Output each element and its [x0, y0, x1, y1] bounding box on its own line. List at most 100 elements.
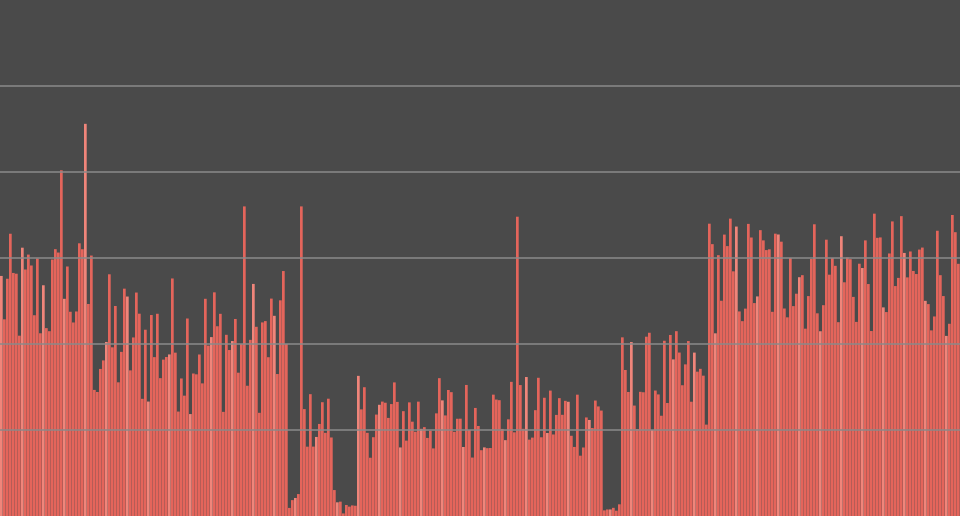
bar [564, 400, 567, 516]
bar [165, 357, 168, 516]
bar [249, 339, 252, 516]
bar [369, 457, 372, 516]
bar [438, 378, 441, 516]
bar [543, 397, 546, 516]
bar [753, 303, 756, 516]
bar [243, 206, 246, 516]
bar [681, 385, 684, 516]
bar [252, 283, 255, 516]
bar [471, 457, 474, 516]
bar [180, 378, 183, 516]
bar [81, 249, 84, 516]
bar [333, 490, 336, 516]
bar [546, 433, 549, 516]
bar [741, 321, 744, 516]
bar [147, 401, 150, 516]
bar [846, 257, 849, 516]
bar [120, 351, 123, 516]
bar [945, 335, 948, 516]
bar [912, 270, 915, 516]
bar [213, 292, 216, 516]
bar [666, 403, 669, 516]
bar [909, 251, 912, 516]
bar [669, 334, 672, 516]
bar [633, 405, 636, 516]
bar [675, 331, 678, 516]
bar [39, 333, 42, 516]
bar [522, 428, 525, 516]
bar [924, 300, 927, 516]
bar [78, 243, 81, 516]
bar [708, 223, 711, 516]
bar [690, 401, 693, 516]
bar [786, 317, 789, 516]
bar [489, 448, 492, 516]
bar [825, 239, 828, 516]
bar [111, 347, 114, 516]
bar [270, 298, 273, 516]
bar [390, 404, 393, 516]
bar [756, 296, 759, 516]
bar [72, 322, 75, 516]
bar [144, 329, 147, 516]
bar [867, 284, 870, 516]
bar [894, 286, 897, 516]
bar [702, 375, 705, 516]
bar [468, 429, 471, 516]
bar [729, 218, 732, 516]
bar [600, 410, 603, 516]
bar [234, 318, 237, 516]
bar [324, 432, 327, 516]
bar [903, 252, 906, 516]
bar [456, 418, 459, 516]
bar [465, 384, 468, 516]
bar [831, 257, 834, 516]
bar [411, 421, 414, 516]
bar [138, 313, 141, 516]
bar [384, 402, 387, 516]
bar [363, 387, 366, 516]
bar [483, 447, 486, 516]
bar [237, 372, 240, 516]
bar [255, 326, 258, 516]
bar [540, 437, 543, 516]
bar [771, 311, 774, 516]
bar [21, 247, 24, 516]
bar [672, 359, 675, 516]
bar [378, 404, 381, 516]
bar [609, 509, 612, 516]
bar [87, 303, 90, 516]
bar [291, 500, 294, 516]
bar [594, 400, 597, 516]
bar [192, 373, 195, 516]
bar [645, 336, 648, 516]
bar [327, 398, 330, 516]
bar [618, 504, 621, 516]
bar [642, 392, 645, 516]
bar [780, 241, 783, 516]
bar [195, 374, 198, 516]
bar [339, 501, 342, 516]
bar [261, 322, 264, 516]
bar [336, 502, 339, 516]
bar [534, 410, 537, 516]
bar [495, 399, 498, 516]
bar [792, 306, 795, 516]
bar [828, 274, 831, 516]
bar [738, 311, 741, 516]
bar [156, 313, 159, 516]
bar [498, 400, 501, 516]
bar [492, 394, 495, 516]
bar [636, 429, 639, 516]
bar [24, 269, 27, 516]
bar [162, 359, 165, 516]
bar [561, 414, 564, 516]
bar [441, 400, 444, 516]
bar [294, 497, 297, 516]
bar [915, 274, 918, 516]
bar [159, 378, 162, 516]
bar [303, 409, 306, 516]
bar [735, 226, 738, 516]
bar [606, 509, 609, 516]
